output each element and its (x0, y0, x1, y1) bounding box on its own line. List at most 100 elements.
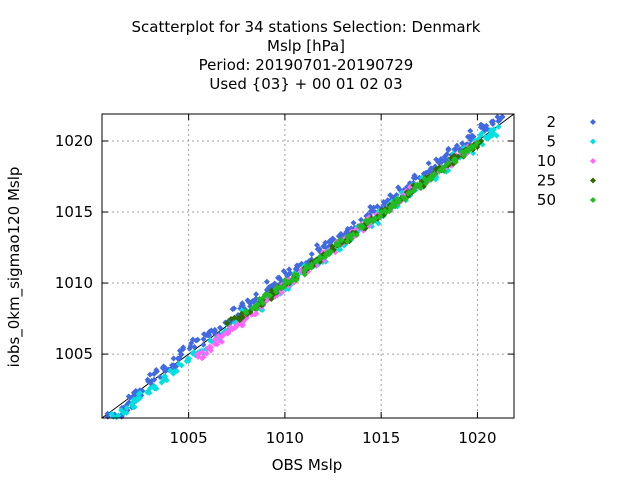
data-point (441, 163, 448, 170)
data-point (137, 389, 144, 396)
y-tick-label: 1020 (55, 132, 93, 150)
data-point (477, 131, 484, 138)
data-point (153, 366, 160, 373)
title-line-4: Used {03} + 00 01 02 03 (209, 75, 402, 93)
data-point (207, 344, 214, 351)
x-axis-label: OBS Mslp (272, 456, 343, 474)
data-points (104, 113, 506, 421)
legend-label: 5 (546, 133, 556, 151)
data-point (423, 177, 430, 184)
data-point (280, 284, 287, 291)
data-point (464, 133, 471, 140)
data-point (274, 274, 281, 281)
data-point (388, 204, 395, 211)
grid-lines (102, 114, 514, 418)
data-point (402, 196, 409, 203)
data-point (495, 118, 502, 125)
data-point (203, 350, 210, 357)
legend-entry-5: 5 (546, 133, 596, 151)
data-point (259, 299, 266, 306)
data-point (317, 253, 324, 260)
data-point (104, 410, 111, 417)
data-point (468, 143, 475, 150)
data-point (160, 373, 167, 380)
data-point (253, 291, 260, 298)
title-line-2: Mslp [hPa] (267, 37, 345, 55)
data-point (416, 182, 423, 189)
plot-frame (101, 113, 515, 419)
data-point (308, 251, 315, 258)
legend-marker (590, 138, 596, 145)
legend-entry-10: 10 (537, 152, 596, 170)
data-point (477, 121, 484, 128)
legend-marker (590, 177, 596, 184)
data-point (280, 268, 287, 275)
data-point (482, 126, 489, 133)
axis-ticks: 1005 1010 1015 1020 1005 1010 1015 1020 (55, 114, 514, 447)
data-point (148, 377, 155, 384)
legend-entry-2: 2 (546, 113, 596, 131)
y-tick-label: 1015 (55, 203, 93, 221)
data-point (159, 365, 166, 372)
data-point (491, 126, 498, 133)
data-point (238, 302, 245, 309)
data-point (254, 301, 261, 308)
legend-label: 10 (537, 152, 556, 170)
data-point (322, 254, 329, 261)
data-point (344, 225, 351, 232)
data-point (249, 305, 256, 312)
data-point (153, 385, 160, 392)
data-point (217, 324, 224, 331)
data-point (207, 337, 214, 344)
data-point (200, 341, 207, 348)
data-point (490, 118, 497, 125)
data-point (218, 338, 225, 345)
data-point (308, 264, 315, 271)
data-point (370, 204, 377, 211)
data-point (185, 357, 192, 364)
data-point (393, 195, 400, 202)
data-point (483, 122, 490, 129)
data-point (147, 385, 154, 392)
data-point (273, 288, 280, 295)
data-point (229, 326, 236, 333)
data-point (313, 242, 320, 249)
legend-marker (590, 119, 596, 125)
data-point (124, 405, 131, 412)
data-point (314, 246, 321, 253)
data-point (168, 362, 175, 369)
data-point (200, 336, 207, 343)
x-tick-label: 1015 (362, 429, 400, 447)
data-point (248, 298, 255, 305)
legend-marker (590, 197, 596, 203)
data-point (174, 355, 181, 362)
data-point (382, 207, 389, 214)
data-point (314, 258, 321, 265)
legend-marker (590, 158, 596, 164)
data-point (253, 295, 260, 302)
data-point (360, 223, 367, 230)
data-point (240, 321, 247, 328)
data-point (130, 398, 137, 405)
data-point (490, 130, 497, 137)
data-point (410, 174, 417, 181)
data-point (123, 409, 130, 416)
data-point (228, 316, 235, 323)
data-point (144, 389, 151, 396)
y-tick-label: 1005 (55, 345, 93, 363)
data-point (243, 314, 250, 321)
data-point (495, 123, 502, 130)
data-point (268, 287, 275, 294)
data-point (198, 348, 205, 355)
data-point (242, 308, 249, 315)
data-point (499, 113, 506, 120)
data-point (264, 291, 271, 298)
data-point (170, 355, 177, 362)
data-point (350, 219, 357, 226)
data-point (430, 171, 437, 178)
series-50 (242, 139, 481, 316)
data-point (470, 150, 477, 157)
data-point (186, 345, 193, 352)
data-point (358, 216, 365, 223)
